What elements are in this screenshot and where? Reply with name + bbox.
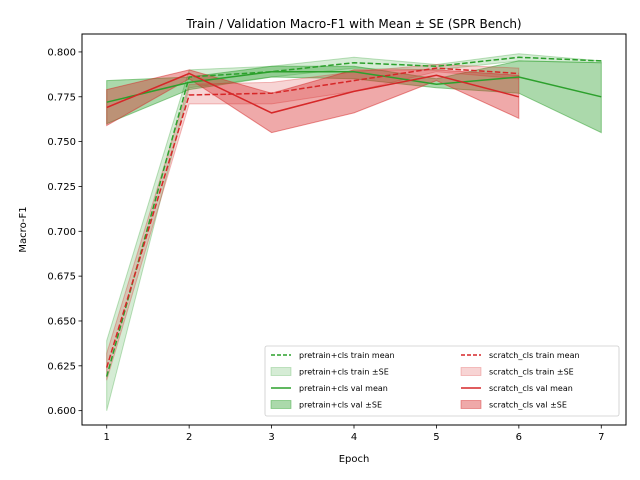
y-tick-label: 0.625 — [47, 361, 76, 372]
confidence-bands — [106, 53, 602, 411]
x-axis-title: Epoch — [339, 454, 370, 465]
series-lines — [105, 56, 602, 377]
x-tick-label: 2 — [186, 432, 192, 443]
line-pretrain-cls-val-mean — [106, 70, 602, 103]
chart-title: Train / Validation Macro-F1 with Mean ± … — [185, 17, 521, 31]
legend-label-scratch-cls-train-pmse: scratch_cls train ±SE — [489, 368, 574, 377]
legend-box — [264, 345, 620, 417]
legend-label-pretrain-cls-train-pmse: pretrain+cls train ±SE — [299, 368, 389, 377]
legend-swatch-scratch-cls-val-pmse — [460, 400, 482, 409]
y-tick-label: 0.675 — [47, 272, 76, 283]
x-tick-label: 3 — [268, 432, 274, 443]
legend-label-scratch-cls-val-pmse: scratch_cls val ±SE — [489, 401, 567, 410]
y-axis-ticks: 0.600 0.625 0.650 0.675 0.700 0.725 0.750 0.775… — [47, 47, 82, 417]
line-scratch-cls-val-mean — [106, 72, 519, 114]
x-tick-label: 7 — [598, 432, 604, 443]
legend-label-scratch-cls-val-mean: scratch_cls val mean — [489, 384, 573, 393]
y-tick-label: 0.700 — [47, 227, 76, 238]
legend-swatch-pretrain-cls-val-pmse — [270, 400, 292, 409]
line-pretrain-cls-train-mean — [105, 56, 602, 377]
y-tick-label: 0.600 — [47, 406, 76, 417]
x-tick-label: 5 — [433, 432, 439, 443]
y-tick-label: 0.800 — [47, 47, 76, 58]
y-axis-title: Macro-F1 — [18, 206, 29, 252]
y-tick-label: 0.725 — [47, 182, 76, 193]
band-pretrain-cls-val-pmse — [106, 60, 602, 134]
legend-swatch-scratch-cls-train-pmse — [460, 367, 482, 376]
legend: pretrain+cls train mean pretrain+cls trai… — [264, 345, 620, 417]
y-tick-label: 0.750 — [47, 137, 76, 148]
x-axis-ticks: 1 2 3 4 5 6 7 — [104, 425, 604, 443]
legend-label-pretrain-cls-train-mean: pretrain+cls train mean — [299, 351, 395, 360]
legend-label-pretrain-cls-val-mean: pretrain+cls val mean — [299, 384, 388, 393]
legend-label-pretrain-cls-val-pmse: pretrain+cls val ±SE — [299, 401, 382, 410]
x-tick-label: 1 — [104, 432, 110, 443]
y-tick-label: 0.775 — [47, 92, 76, 103]
x-tick-label: 6 — [516, 432, 522, 443]
y-tick-label: 0.650 — [47, 316, 76, 327]
legend-label-scratch-cls-train-mean: scratch_cls train mean — [489, 351, 580, 360]
legend-swatch-pretrain-cls-train-pmse — [270, 367, 292, 376]
x-tick-label: 4 — [351, 432, 357, 443]
line-scratch-cls-train-mean — [105, 67, 519, 368]
